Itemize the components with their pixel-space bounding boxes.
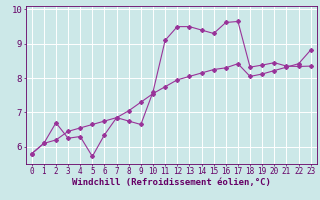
X-axis label: Windchill (Refroidissement éolien,°C): Windchill (Refroidissement éolien,°C) <box>72 178 271 187</box>
